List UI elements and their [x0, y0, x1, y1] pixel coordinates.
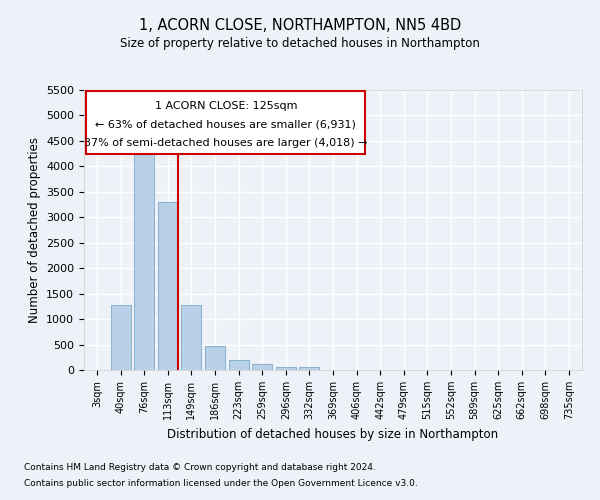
Bar: [229, 360, 248, 370]
Text: Contains HM Land Registry data © Crown copyright and database right 2024.: Contains HM Land Registry data © Crown c…: [24, 464, 376, 472]
Bar: [181, 305, 202, 370]
Text: 1 ACORN CLOSE: 125sqm: 1 ACORN CLOSE: 125sqm: [155, 101, 297, 111]
Bar: [158, 202, 178, 370]
Text: ← 63% of detached houses are smaller (6,931): ← 63% of detached houses are smaller (6,…: [95, 120, 356, 130]
Bar: [299, 368, 319, 370]
FancyBboxPatch shape: [86, 92, 365, 154]
Bar: [205, 346, 225, 370]
Text: Contains public sector information licensed under the Open Government Licence v3: Contains public sector information licen…: [24, 478, 418, 488]
Bar: [134, 148, 154, 370]
X-axis label: Distribution of detached houses by size in Northampton: Distribution of detached houses by size …: [167, 428, 499, 440]
Text: Size of property relative to detached houses in Northampton: Size of property relative to detached ho…: [120, 38, 480, 51]
Text: 1, ACORN CLOSE, NORTHAMPTON, NN5 4BD: 1, ACORN CLOSE, NORTHAMPTON, NN5 4BD: [139, 18, 461, 32]
Bar: [252, 364, 272, 370]
Bar: [276, 367, 296, 370]
Bar: [110, 306, 131, 370]
Text: 37% of semi-detached houses are larger (4,018) →: 37% of semi-detached houses are larger (…: [84, 138, 368, 148]
Y-axis label: Number of detached properties: Number of detached properties: [28, 137, 41, 323]
